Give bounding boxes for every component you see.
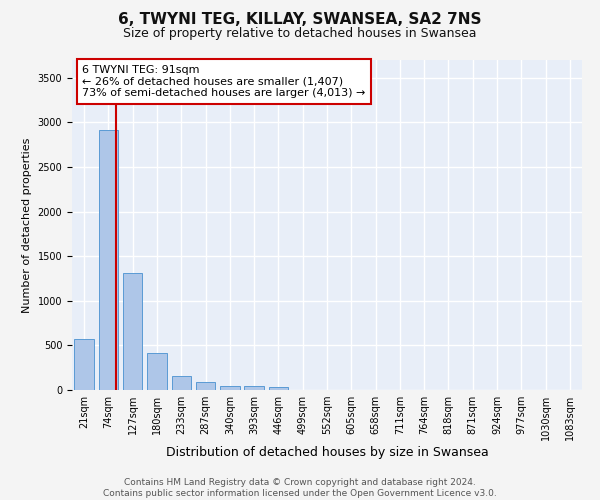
- Bar: [220, 386, 239, 390]
- Bar: [99, 130, 118, 390]
- Text: Size of property relative to detached houses in Swansea: Size of property relative to detached ho…: [123, 28, 477, 40]
- Bar: [244, 386, 264, 390]
- Text: 6 TWYNI TEG: 91sqm
← 26% of detached houses are smaller (1,407)
73% of semi-deta: 6 TWYNI TEG: 91sqm ← 26% of detached hou…: [82, 65, 365, 98]
- Bar: [123, 273, 142, 390]
- Bar: [196, 382, 215, 390]
- Text: Contains HM Land Registry data © Crown copyright and database right 2024.
Contai: Contains HM Land Registry data © Crown c…: [103, 478, 497, 498]
- Bar: [172, 376, 191, 390]
- Y-axis label: Number of detached properties: Number of detached properties: [22, 138, 32, 312]
- Bar: [147, 353, 167, 390]
- Bar: [269, 386, 288, 390]
- Bar: [74, 339, 94, 390]
- X-axis label: Distribution of detached houses by size in Swansea: Distribution of detached houses by size …: [166, 446, 488, 458]
- Text: 6, TWYNI TEG, KILLAY, SWANSEA, SA2 7NS: 6, TWYNI TEG, KILLAY, SWANSEA, SA2 7NS: [118, 12, 482, 28]
